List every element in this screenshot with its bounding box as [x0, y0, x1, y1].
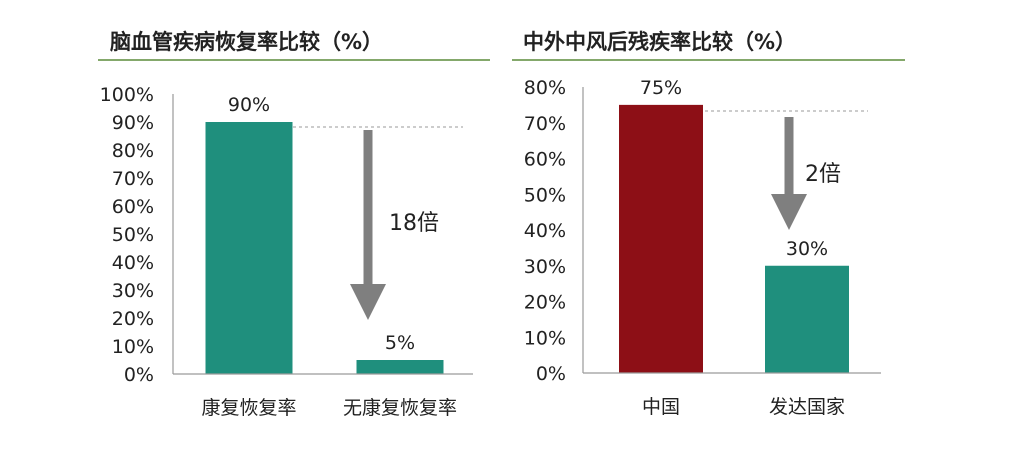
chart-1-y-tick-label: 50%: [112, 224, 154, 246]
chart-2-category-label: 中国: [642, 396, 680, 418]
chart-2-data-label: 30%: [786, 238, 828, 260]
chart-2: 中外中风后残疾率比较（%） 0% 10% 20% 30% 40% 50% 60% 70% 80%…: [512, 30, 905, 418]
chart-2-y-tick-label: 60%: [524, 149, 566, 171]
chart-1-plot: 0% 10% 20% 30% 40% 50% 60% 70% 80% 90% 100% 90% 康复恢复…: [100, 84, 457, 419]
chart-1-data-label: 90%: [228, 94, 270, 116]
chart-2-data-label: 75%: [640, 77, 682, 99]
chart-2-title: 中外中风后残疾率比较（%）: [523, 30, 796, 54]
chart-1-data-label: 5%: [385, 332, 415, 354]
chart-1-bar: [356, 360, 444, 374]
chart-2-plot: 0% 10% 20% 30% 40% 50% 60% 70% 80% 75% 中国 30% 发达国家: [524, 77, 849, 418]
chart-2-bar: [619, 104, 703, 373]
chart-2-y-tick-label: 40%: [524, 220, 566, 242]
chart-1-y-tick-label: 60%: [112, 196, 154, 218]
chart-2-bar: [765, 265, 849, 373]
chart-1-y-tick-label: 0%: [124, 364, 154, 386]
chart-2-annotation: 2倍: [805, 162, 841, 187]
chart-2-y-tick-label: 30%: [524, 256, 566, 278]
chart-1-bar: [205, 122, 293, 374]
chart-1-title: 脑血管疾病恢复率比较（%）: [110, 30, 383, 54]
chart-1-y-tick-label: 30%: [112, 280, 154, 302]
chart-1-y-tick-label: 70%: [112, 168, 154, 190]
chart-2-y-tick-label: 50%: [524, 184, 566, 206]
chart-1-annotation: 18倍: [389, 211, 439, 236]
chart-1-y-tick-label: 90%: [112, 112, 154, 134]
chart-1-y-tick-label: 10%: [112, 336, 154, 358]
chart-2-y-tick-label: 0%: [536, 363, 566, 385]
chart-2-y-tick-label: 20%: [524, 292, 566, 314]
chart-2-y-tick-label: 80%: [524, 77, 566, 99]
chart-1-category-label: 康复恢复率: [201, 397, 296, 419]
chart-1: 脑血管疾病恢复率比较（%） 0% 10% 20% 30% 40% 50% 60% 70% 80%…: [98, 30, 490, 419]
chart-2-y-tick-label: 70%: [524, 113, 566, 135]
chart-1-y-tick-label: 80%: [112, 140, 154, 162]
chart-1-y-tick-label: 20%: [112, 308, 154, 330]
chart-2-y-tick-label: 10%: [524, 327, 566, 349]
chart-1-category-label: 无康复恢复率: [343, 397, 457, 419]
chart-1-y-tick-label: 100%: [100, 84, 154, 106]
chart-2-category-label: 发达国家: [769, 396, 845, 418]
chart-1-y-tick-label: 40%: [112, 252, 154, 274]
